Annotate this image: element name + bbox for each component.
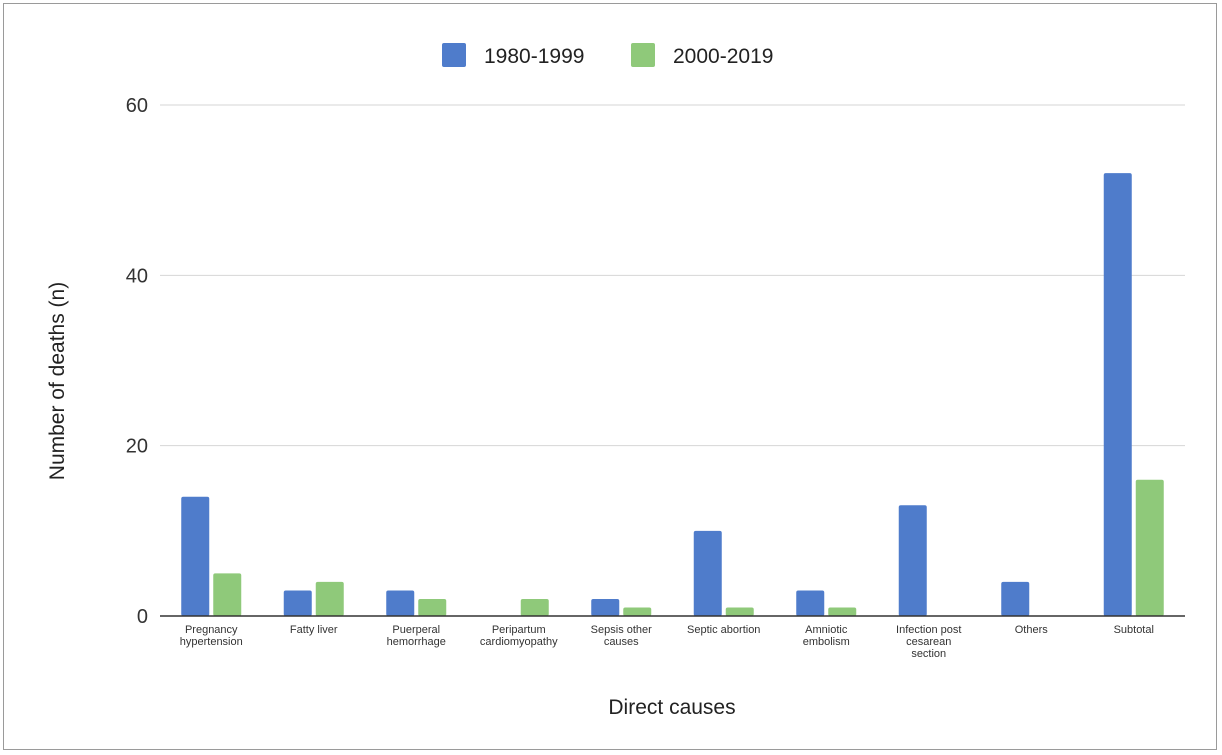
bar-1980-1999 bbox=[796, 590, 825, 616]
bar-1980-1999 bbox=[1103, 173, 1132, 616]
y-tick-label: 0 bbox=[137, 606, 148, 628]
y-tick-label: 60 bbox=[126, 95, 148, 117]
y-tick-label: 40 bbox=[126, 265, 148, 287]
x-category-label: Others bbox=[1015, 624, 1049, 636]
legend-swatch-1980-1999 bbox=[442, 43, 466, 67]
bar-1980-1999 bbox=[898, 505, 927, 616]
x-axis-title: Direct causes bbox=[608, 696, 735, 719]
x-category-label: Infection post cesarean section bbox=[896, 624, 961, 660]
bar-2000-2019 bbox=[315, 581, 344, 616]
bar-2000-2019 bbox=[1135, 479, 1164, 616]
x-category-label: Fatty liver bbox=[290, 624, 338, 636]
y-axis-ticks: 0 20 40 60 bbox=[126, 95, 148, 628]
y-tick-label: 20 bbox=[126, 436, 148, 458]
bar-2000-2019 bbox=[418, 598, 447, 616]
legend-swatch-2000-2019 bbox=[631, 43, 655, 67]
x-axis-category-labels: Pregnancy hypertension Fatty liver Puerpera… bbox=[180, 624, 1154, 660]
chart-frame bbox=[3, 3, 1217, 750]
bar-2000-2019 bbox=[828, 607, 857, 616]
bar-1980-1999 bbox=[693, 530, 722, 616]
legend-label-2000-2019: 2000-2019 bbox=[673, 45, 773, 68]
bar-2000-2019 bbox=[520, 598, 549, 616]
legend: 1980-1999 2000-2019 bbox=[442, 43, 773, 68]
x-category-label: Septic abortion bbox=[687, 624, 760, 636]
x-category-label: Peripartum cardiomyopathy bbox=[480, 624, 558, 648]
bar-1980-1999 bbox=[283, 590, 312, 616]
x-category-label: Sepsis other causes bbox=[591, 624, 652, 648]
x-category-label: Pregnancy hypertension bbox=[180, 624, 243, 648]
bar-1980-1999 bbox=[181, 496, 210, 616]
legend-label-1980-1999: 1980-1999 bbox=[484, 45, 584, 68]
x-category-label: Puerperal hemorrhage bbox=[387, 624, 446, 648]
x-category-label: Amniotic embolism bbox=[803, 624, 850, 648]
gridlines bbox=[160, 104, 1185, 447]
x-category-label: Subtotal bbox=[1114, 624, 1154, 636]
bars bbox=[181, 173, 1164, 616]
bar-2000-2019 bbox=[623, 607, 652, 616]
bar-1980-1999 bbox=[386, 590, 415, 616]
y-axis-title: Number of deaths (n) bbox=[46, 282, 69, 480]
bar-1980-1999 bbox=[1001, 581, 1030, 616]
bar-2000-2019 bbox=[213, 573, 242, 616]
bar-1980-1999 bbox=[591, 598, 620, 616]
bar-2000-2019 bbox=[725, 607, 754, 616]
